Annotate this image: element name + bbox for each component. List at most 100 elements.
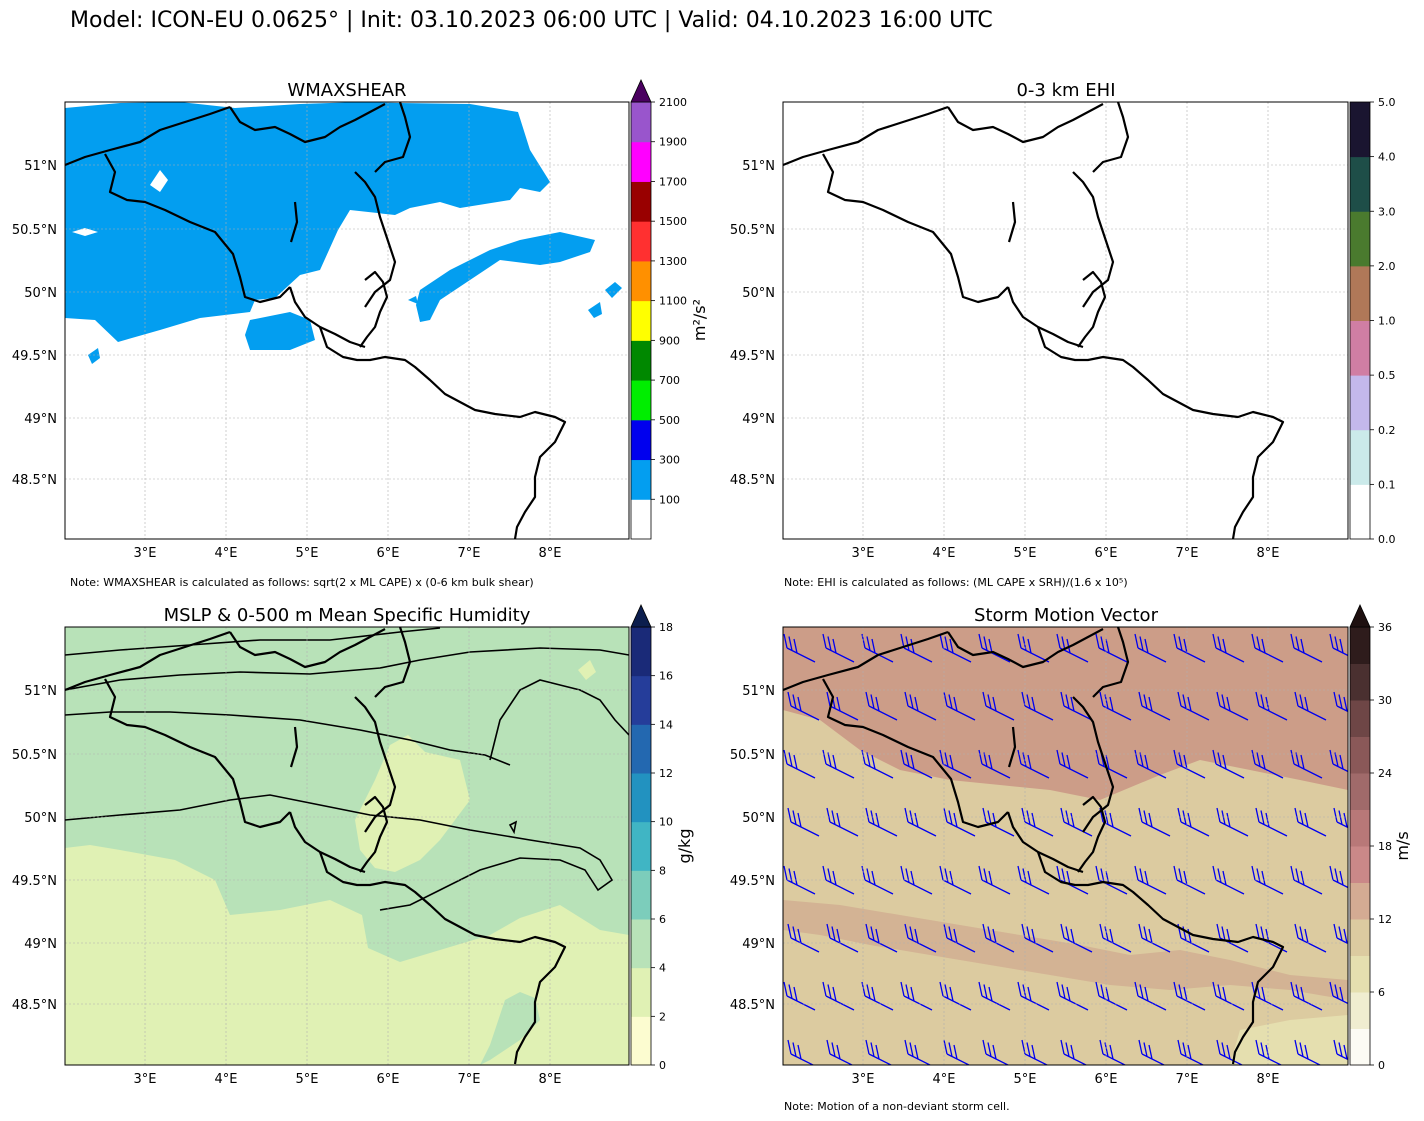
lat-tick-label: 49°N xyxy=(24,937,57,952)
wind-barb-flag xyxy=(1333,1039,1338,1055)
wind-barb-flag xyxy=(1026,694,1031,709)
colorbar-tick-label: 1900 xyxy=(659,136,687,149)
lon-tick-label: 5°E xyxy=(296,546,319,561)
wind-barb-flag xyxy=(1104,810,1109,825)
colorbar-tick-label: 30 xyxy=(1378,694,1392,707)
wind-barb-flag xyxy=(870,694,875,709)
wind-barb-flag xyxy=(992,696,997,712)
wind-barb-flag xyxy=(831,1042,836,1057)
wind-barb-flag xyxy=(1187,812,1192,828)
wind-barb-flag xyxy=(1339,986,1344,1002)
wind-barb-flag xyxy=(1061,984,1066,999)
lat-tick-label: 50°N xyxy=(742,286,775,301)
wind-barb-flag xyxy=(871,870,876,886)
map-frame xyxy=(64,101,630,540)
colorbar-tick-label: 4 xyxy=(659,962,666,975)
wind-barb-flag xyxy=(1212,865,1217,881)
wind-barb-flag xyxy=(1060,923,1065,939)
wind-barb-flag xyxy=(793,986,798,1002)
lat-tick-label: 51°N xyxy=(24,684,57,699)
colorbar-extend-arrow xyxy=(1349,604,1371,628)
lat-tick-label: 48.5°N xyxy=(730,473,775,488)
colorbar-segment xyxy=(1350,1028,1370,1066)
wind-barb-flag xyxy=(827,868,832,883)
country-border xyxy=(229,103,386,144)
colorbar-tick-label: 0.5 xyxy=(1378,369,1396,382)
wind-barb-flag xyxy=(822,981,827,997)
wind-barb-flag xyxy=(1021,807,1026,823)
wind-barb-flag xyxy=(988,870,993,886)
wind-barb-flag xyxy=(1066,754,1071,770)
figure-title: Model: ICON-EU 0.0625° | Init: 03.10.202… xyxy=(70,8,993,33)
wind-barb-flag xyxy=(1187,1044,1192,1060)
colorbar-extend-arrow xyxy=(630,604,652,628)
map-frame xyxy=(782,626,1349,1066)
borders xyxy=(65,627,567,1065)
wind-barb-flag xyxy=(982,923,987,939)
wind-barb-flag xyxy=(1304,696,1309,712)
country-border xyxy=(1036,326,1285,539)
wind-barb-flag xyxy=(1144,986,1149,1002)
grid xyxy=(65,627,629,1065)
wind-barb-flag xyxy=(870,1042,875,1057)
country-border xyxy=(783,105,949,167)
country-border xyxy=(289,726,299,768)
wind-barb-flag xyxy=(1177,807,1182,823)
wind-barb-flag xyxy=(1265,696,1270,712)
wind-barb-flag xyxy=(1299,926,1304,941)
wind-barb-flag xyxy=(1222,870,1227,886)
lat-tick-label: 50.5°N xyxy=(730,223,775,238)
lon-tick-label: 8°E xyxy=(539,546,562,561)
wind-barb-flag xyxy=(861,633,866,649)
wind-barb-flag xyxy=(953,696,958,712)
wind-barb-flag xyxy=(831,926,836,941)
wind-barb-flag xyxy=(1183,754,1188,770)
wind-barb-flag xyxy=(910,638,915,654)
wind-barb-flag xyxy=(1304,928,1309,944)
wind-barb-flag xyxy=(1294,807,1299,823)
wind-barb-flag xyxy=(1070,928,1075,944)
colorbar-tick-label: 700 xyxy=(659,374,680,387)
wind-barb-flag xyxy=(944,752,949,767)
colorbar-segment xyxy=(1350,663,1370,701)
country-border xyxy=(318,851,567,1065)
wind-barb-flag xyxy=(978,981,983,997)
wind-barb-flag xyxy=(949,870,954,886)
lat-axis: 51°N 50.5°N 50°N 49.5°N 49°N 48.5°N xyxy=(730,684,775,1013)
wind-barb-flag xyxy=(1343,1044,1348,1060)
colorbar-segment xyxy=(1350,919,1370,956)
wind-barb-flag xyxy=(1290,865,1295,881)
wind-barb-flag xyxy=(987,926,992,941)
country-border xyxy=(1007,726,1017,768)
wind-barb-flag xyxy=(909,1042,914,1057)
wind-barb-flag xyxy=(822,633,827,649)
lon-tick-label: 5°E xyxy=(296,1072,319,1087)
wind-barb-flag xyxy=(792,1042,797,1057)
colorbar-segment xyxy=(631,627,651,677)
wind-barb-flag xyxy=(1339,870,1344,886)
wind-barb-flag xyxy=(871,754,876,770)
wind-barb-flag xyxy=(827,984,832,999)
wind-barb-flag xyxy=(793,754,798,770)
country-border xyxy=(783,630,949,692)
wind-barb-flag xyxy=(1066,870,1071,886)
wind-barb-flag xyxy=(1031,812,1036,828)
wind-barb-flag xyxy=(783,633,788,649)
colorbar-wmaxshear: 100 300 500 700 900 1100 1300 1500 1700 1900 2100 m… xyxy=(630,79,709,540)
colorbar-label: g/kg xyxy=(675,829,694,864)
lat-axis: 51°N 50.5°N 50°N 49.5°N 49°N 48.5°N xyxy=(730,159,775,488)
wind-barb-flag xyxy=(905,984,910,999)
wind-barb-flag xyxy=(904,691,909,707)
country-border xyxy=(1036,851,1285,1065)
lon-tick-label: 6°E xyxy=(377,546,400,561)
wind-barb-flag xyxy=(788,984,793,999)
wind-barb-flag xyxy=(983,984,988,999)
colorbar-segment xyxy=(1350,846,1370,883)
wind-barb-flag xyxy=(783,981,788,997)
wind-barb-flag xyxy=(1134,633,1139,649)
wind-barb-flag xyxy=(1138,923,1143,939)
lon-tick-label: 5°E xyxy=(1014,546,1037,561)
wind-barb-flag xyxy=(1217,984,1222,999)
wind-barb-flag xyxy=(793,870,798,886)
lon-tick-label: 7°E xyxy=(458,546,481,561)
